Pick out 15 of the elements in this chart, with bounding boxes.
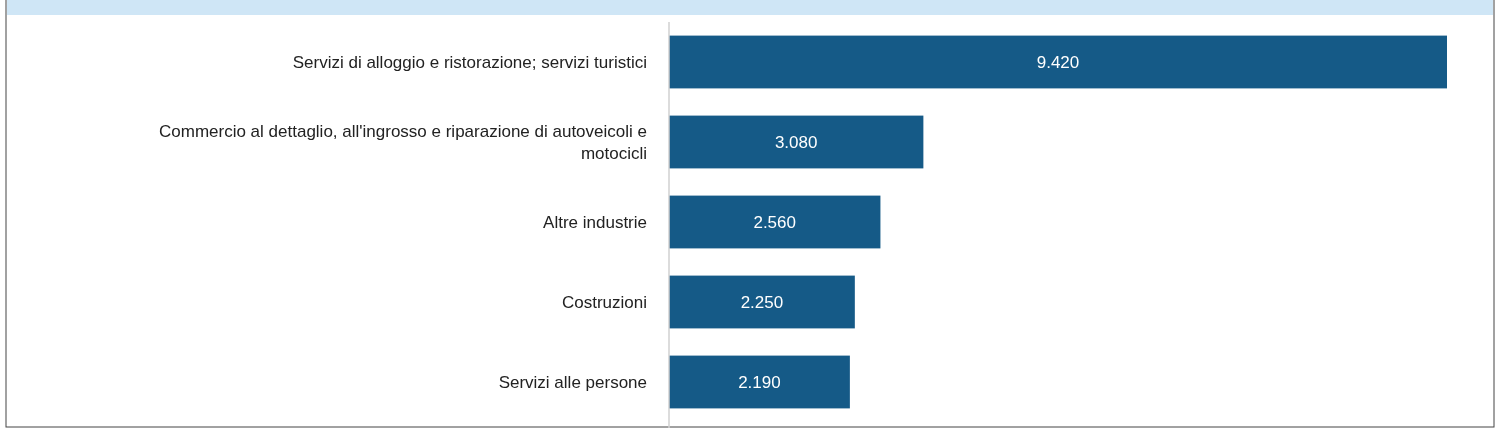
data-label: 3.080 — [774, 132, 818, 152]
data-label: 2.560 — [753, 212, 796, 232]
bar — [669, 195, 881, 249]
y-tick-label: Altre industrie — [543, 212, 647, 232]
y-tick-label: Servizi di alloggio e ristorazione; servizi turistici — [292, 52, 647, 72]
bar — [669, 275, 855, 329]
y-tick-label: Costruzioni — [561, 292, 647, 312]
bar — [669, 355, 850, 409]
y-tick-label: Servizi alle persone — [498, 372, 647, 392]
bar — [669, 115, 924, 169]
data-label: 9.420 — [1036, 52, 1080, 72]
y-tick-label: Commercio al dettaglio, all'ingrosso e riparazione di autoveicoli e motocicli — [159, 122, 647, 163]
bar — [669, 35, 1447, 89]
data-label: 2.190 — [738, 372, 781, 392]
data-label: 2.250 — [740, 292, 784, 312]
